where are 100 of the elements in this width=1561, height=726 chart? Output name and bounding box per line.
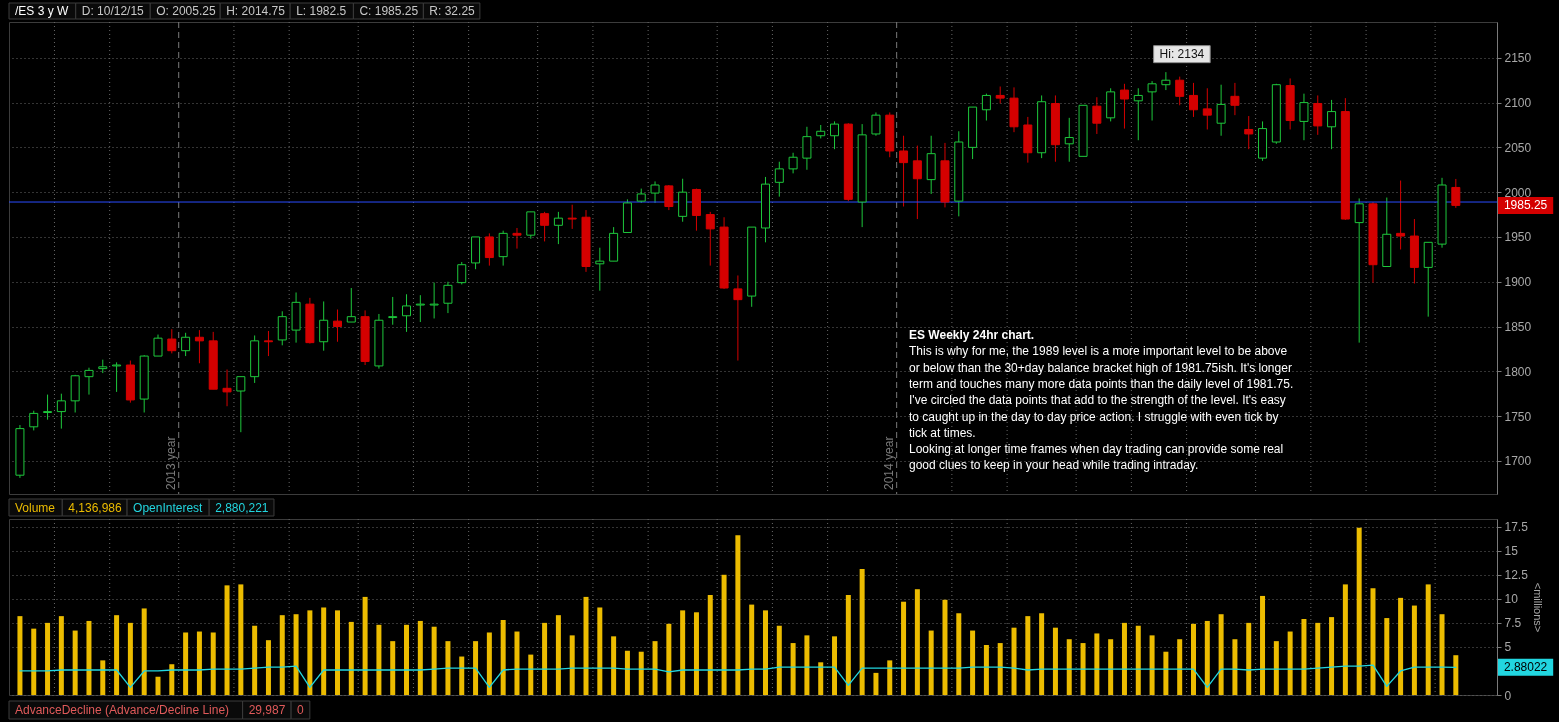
bar [1025,616,1031,695]
candlestick [1161,71,1171,91]
y-tick-label: 1950 [1504,230,1532,245]
candlestick [112,361,122,393]
candlestick [167,328,177,354]
candlestick [1175,76,1185,106]
bar [652,641,658,695]
text: OpenInterest [133,500,204,515]
annotation: ES Weekly 24hr chart. [909,328,1035,342]
candlestick [56,393,66,430]
candlestick [650,180,660,204]
candlestick [1244,115,1254,150]
text: Volume [15,500,56,515]
candlestick [1230,82,1240,116]
candlestick [84,367,94,396]
bar [196,631,202,695]
candlestick [899,135,909,207]
bar [1204,620,1210,695]
bar [1163,651,1169,695]
bar [31,628,37,695]
candlestick [1354,197,1364,344]
y-tick-label: 1900 [1504,275,1532,290]
bar [459,656,465,695]
bar [127,622,133,695]
bar [1398,597,1404,695]
bar [997,643,1003,695]
candlestick [830,120,840,150]
candlestick [788,152,798,174]
candlestick [664,184,674,211]
bar [707,594,713,695]
text: 2.88022 [1503,660,1548,675]
candlestick [1313,94,1323,136]
candlestick [595,247,605,292]
text: O: 2005.25 [156,4,216,18]
bar [1066,639,1072,695]
y-tick-label: 7.5 [1504,616,1522,631]
y-tick-label: 10 [1504,592,1519,607]
bar [1011,627,1017,695]
bar [362,596,368,695]
y-tick-label: 5 [1504,640,1512,655]
bar [183,632,189,695]
bar [1094,633,1100,695]
bar [666,623,672,695]
bar [224,585,230,695]
annotation: Looking at longer time frames when day trading can provide some real good clues to keep in your head while trading intraday. [909,442,1284,473]
bar [680,610,686,695]
bar [735,535,741,695]
bar [473,641,479,695]
bar [1177,639,1183,695]
bar [486,632,492,695]
text: AdvanceDecline (Advance/Decline Line) [15,703,230,717]
bar [914,589,920,695]
text: H: 2014.75 [226,4,286,18]
bar [970,630,976,695]
bar [887,660,893,695]
candlestick [1299,93,1309,141]
bar [790,643,796,695]
y-tick-label: 1800 [1504,364,1532,379]
bar [763,610,768,695]
bar [514,631,520,695]
y-tick-label: 17.5 [1504,520,1529,535]
bar [58,616,64,695]
text: 29,987 [248,703,286,717]
bar [114,615,120,695]
bar [1191,623,1196,695]
chart-title: /ES 3 y W [15,4,70,18]
candlestick [1327,99,1337,150]
bar [1425,584,1431,695]
candlestick [802,126,812,171]
bar [901,601,907,695]
bar [1329,617,1335,695]
candlestick [457,261,467,285]
bar [1342,584,1348,695]
bar [1384,618,1390,695]
candlestick [443,281,453,314]
bar [693,612,699,695]
bar [542,622,548,695]
bar [928,630,934,695]
y-tick-label: 15 [1504,544,1519,559]
candlestick [153,334,163,357]
candlestick [236,376,246,433]
candlestick [774,161,784,198]
bar [1273,641,1279,695]
candlestick [1451,178,1461,209]
bar [845,594,851,695]
bar [307,610,313,695]
bar [942,599,948,695]
candlestick [29,410,39,431]
annotation: 2013 year [163,436,178,490]
candlestick [526,211,536,240]
bar [776,625,782,695]
bar [1246,622,1252,695]
bar [1052,627,1058,695]
annotation: This is why for me, the 1989 level is a more important level to be above or below than the 30+day balance bracket high of 1981.75ish. It's longer term and touches many more data points than the daily level of 1981.75. I've circled the data points that add to the strength of the level. It's easy to caught up in the day to day price action. I struggle with even tick by tick at times. [909,344,1294,440]
bar [100,660,106,695]
bar [721,574,727,695]
y-tick-label: 1700 [1504,454,1532,469]
bar [141,608,147,695]
candlestick [512,227,522,250]
bar [873,672,879,695]
